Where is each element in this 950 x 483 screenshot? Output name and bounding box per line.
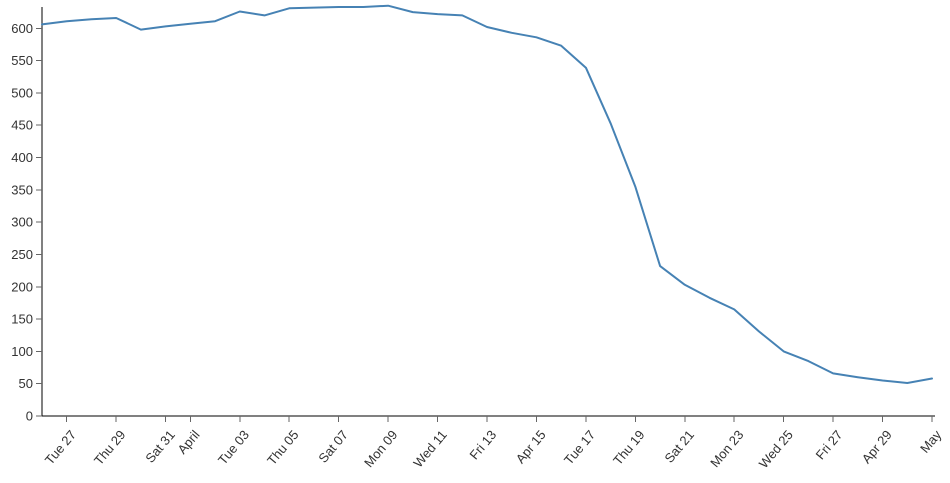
x-tick-label: Sat 31 xyxy=(142,427,178,465)
y-tick-label: 150 xyxy=(11,312,33,327)
y-tick-label: 500 xyxy=(11,85,33,100)
x-tick-label: Apr 29 xyxy=(859,427,895,466)
y-tick-label: 400 xyxy=(11,150,33,165)
x-tick-label: Mon 23 xyxy=(707,427,746,470)
y-tick-label: 50 xyxy=(19,376,33,391)
x-tick-label: April xyxy=(174,427,202,457)
x-tick-label: Fri 13 xyxy=(466,427,499,462)
x-tick-label: May xyxy=(917,427,945,456)
y-tick-label: 600 xyxy=(11,21,33,36)
x-tick-label: Sat 21 xyxy=(661,427,697,465)
x-tick-label: Thu 05 xyxy=(264,427,302,468)
x-tick-label: Apr 15 xyxy=(513,427,549,466)
axis-domain xyxy=(41,7,935,417)
x-tick-label: Sat 07 xyxy=(315,427,351,465)
x-tick-label: Tue 03 xyxy=(215,427,252,467)
y-tick-label: 350 xyxy=(11,182,33,197)
y-tick-label: 300 xyxy=(11,215,33,230)
y-tick-label: 200 xyxy=(11,279,33,294)
x-tick-label: Tue 17 xyxy=(561,427,598,467)
x-tick-label: Mon 09 xyxy=(361,427,400,470)
x-tick-label: Fri 27 xyxy=(813,427,846,462)
series-line xyxy=(41,4,933,384)
y-tick-label: 550 xyxy=(11,53,33,68)
y-tick-label: 0 xyxy=(26,409,33,424)
x-tick-label: Thu 29 xyxy=(91,427,129,468)
x-tick-label: Thu 19 xyxy=(610,427,648,468)
y-tick-label: 250 xyxy=(11,247,33,262)
x-tick-label: Wed 25 xyxy=(756,427,796,471)
y-tick-label: 100 xyxy=(11,344,33,359)
x-tick-label: Wed 11 xyxy=(410,427,450,470)
y-tick-label: 450 xyxy=(11,118,33,133)
x-tick-label: Tue 27 xyxy=(42,427,79,467)
